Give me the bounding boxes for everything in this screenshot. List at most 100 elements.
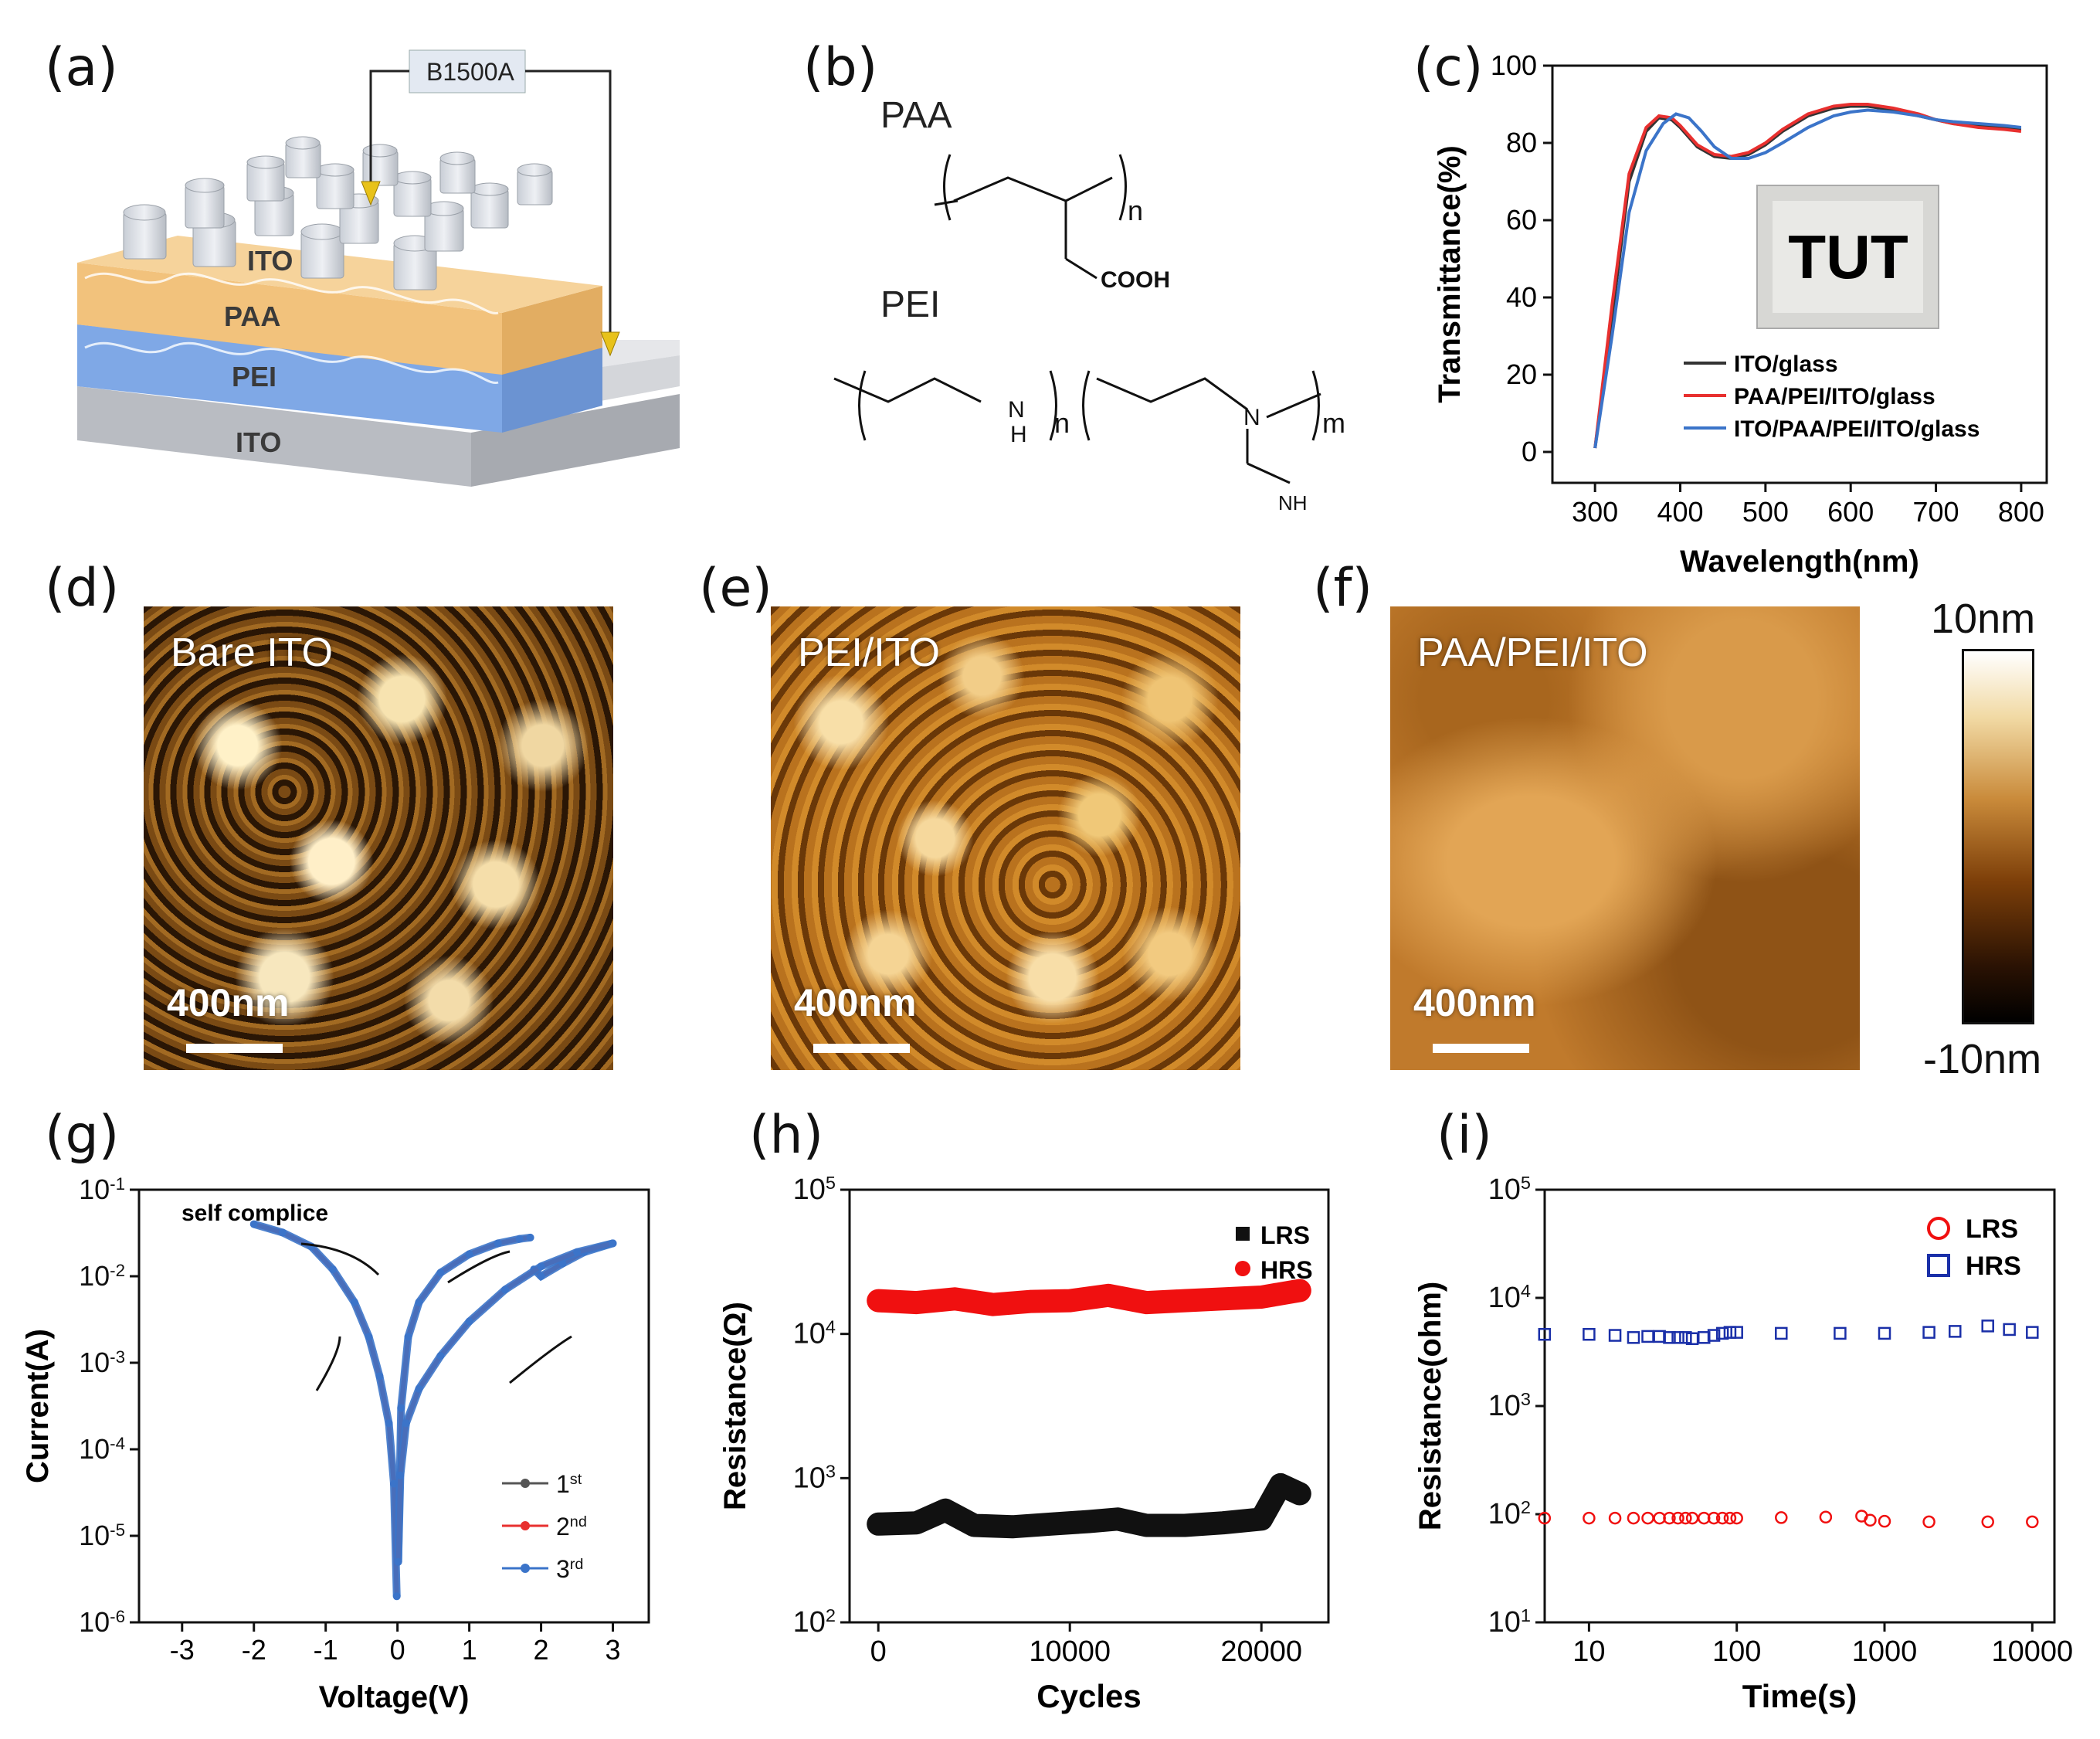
iv-point [397,1404,405,1412]
x-tick-label-c: 300 [1572,496,1618,528]
iv-point [385,1419,393,1428]
lrs-point [1627,1511,1640,1525]
iv-point [350,1298,358,1306]
hrs-point [1671,1331,1684,1344]
x-tick-label-i: 100 [1712,1635,1761,1668]
sweep-arrow [509,1335,572,1384]
x-tick-label-c: 400 [1657,496,1703,528]
device-schematic: ITO PAA PEI ITO B1500A [77,49,680,487]
hrs-point [1608,1329,1622,1342]
y-axis-label-h: Resistance(Ω) [718,1302,752,1510]
lrs-point [1775,1511,1788,1524]
iv-point [394,1557,402,1566]
iv-point [249,1220,258,1228]
legend-label-c-2: ITO/PAA/PEI/ITO/glass [1734,416,1980,442]
iv-point [328,1265,337,1274]
iv-curve-3-2 [394,1239,614,1562]
legend-marker-i-0 [1927,1217,1950,1240]
y-tick-label-i: 102 [1488,1497,1531,1530]
lrs-point [1878,1514,1891,1528]
plot-frame-g [137,1188,650,1624]
pei-name: PEI [880,284,940,325]
legend-label-i-1: HRS [1966,1252,2021,1281]
y-tick-label-c: 20 [1506,358,1537,390]
lrs-point [1679,1511,1692,1525]
lrs-point [2026,1515,2039,1529]
layer-label-paa: PAA [224,301,280,332]
y-tick-label-g: 10-1 [79,1173,125,1205]
y-tick-label-c: 0 [1522,436,1537,467]
y-axis-label-i: Resistance(ohm) [1413,1282,1447,1530]
pei-subscript-n: n [1054,407,1070,439]
scale-bar-e [813,1044,910,1053]
iv-point [526,1233,534,1241]
sweep-arrow [300,1242,380,1276]
band-hrs [867,1279,1311,1316]
y-tick-label-h: 104 [793,1317,836,1350]
iv-curve-0-2 [253,1220,401,1597]
x-tick-label-g: -1 [314,1634,338,1666]
x-axis-label-c: Wavelength(nm) [1680,545,1919,579]
y-tick-label-h: 103 [793,1461,836,1494]
layer-label-ito-top: ITO [247,245,293,277]
chemical-structures: PAA n COOH PEI N H n N m NH [833,95,1345,515]
x-tick-label-c: 600 [1827,496,1874,528]
lrs-point [1819,1510,1833,1524]
legend-label-c-0: ITO/glass [1734,352,1838,377]
hrs-point [1922,1326,1935,1339]
y-tick-label-c: 40 [1506,281,1537,313]
iv-point [609,1239,617,1248]
afm-image-pei-ito: PEI/ITO 400nm [771,606,1240,1070]
panel-i-label: (i) [1437,1105,1492,1166]
substrate-front [77,386,471,487]
lrs-point [1922,1515,1935,1529]
panel-b-label: (b) [803,37,878,98]
pei-n-atom-1: N [1008,397,1025,423]
afm-title-paa-pei-ito: PAA/PEI/ITO [1417,630,1648,675]
x-axis-label-g: Voltage(V) [319,1680,470,1714]
iv-point [573,1248,582,1256]
colorbar-min-label: -10nm [1923,1036,2042,1082]
lrs-point [1723,1511,1737,1525]
lrs-point [1583,1511,1596,1525]
hrs-point [1538,1327,1552,1341]
hrs-point [1834,1326,1847,1340]
scale-label-d: 400nm [167,981,290,1024]
iv-point [415,1384,423,1393]
y-tick-label-g: 10-2 [79,1260,125,1292]
y-tick-label-h: 102 [793,1605,836,1639]
x-axis-label-i: Time(s) [1742,1678,1857,1714]
layer-label-pei: PEI [232,361,276,392]
hrs-point [1627,1331,1640,1344]
iv-point [436,1352,445,1360]
lrs-point [1864,1513,1877,1527]
x-tick-label-h: 0 [870,1635,887,1668]
x-tick-label-g: 3 [606,1634,621,1666]
y-tick-label-g: 10-6 [79,1606,125,1638]
hrs-point [1663,1331,1676,1344]
paa-layer-front [77,263,502,375]
hrs-point [1641,1330,1654,1343]
panel-f-label: (f) [1313,558,1372,619]
hrs-point [1730,1326,1743,1339]
legend-label-g-2: 3rd [556,1555,583,1583]
hrs-point [1723,1326,1737,1339]
x-tick-label-h: 10000 [1029,1635,1111,1668]
lrs-point [1730,1511,1743,1525]
height-colorbar [1962,649,2034,1024]
iv-chart: -3 -2 -1 0 1 2 3 10-1 10-2 10-3 10-4 10-5 10-6 Voltag… [21,1173,650,1714]
lrs-point [1671,1511,1684,1525]
afm-image-paa-pei-ito: PAA/PEI/ITO 400nm [1390,606,1860,1070]
y-tick-label-g: 10-3 [79,1347,125,1378]
legend-label-g-0: 1st [556,1470,582,1498]
panel-g-label: (g) [45,1105,120,1166]
x-tick-label-c: 700 [1913,496,1959,528]
x-tick-label-g: -2 [242,1634,266,1666]
y-tick-label-c: 80 [1506,127,1537,158]
iv-point [402,1419,410,1428]
scale-label-e: 400nm [794,981,917,1024]
afm-title-bare-ito: Bare ITO [171,630,334,675]
lrs-point [1707,1511,1721,1525]
x-tick-label-i: 1000 [1852,1635,1918,1668]
y-tick-label-c: 100 [1491,49,1537,81]
